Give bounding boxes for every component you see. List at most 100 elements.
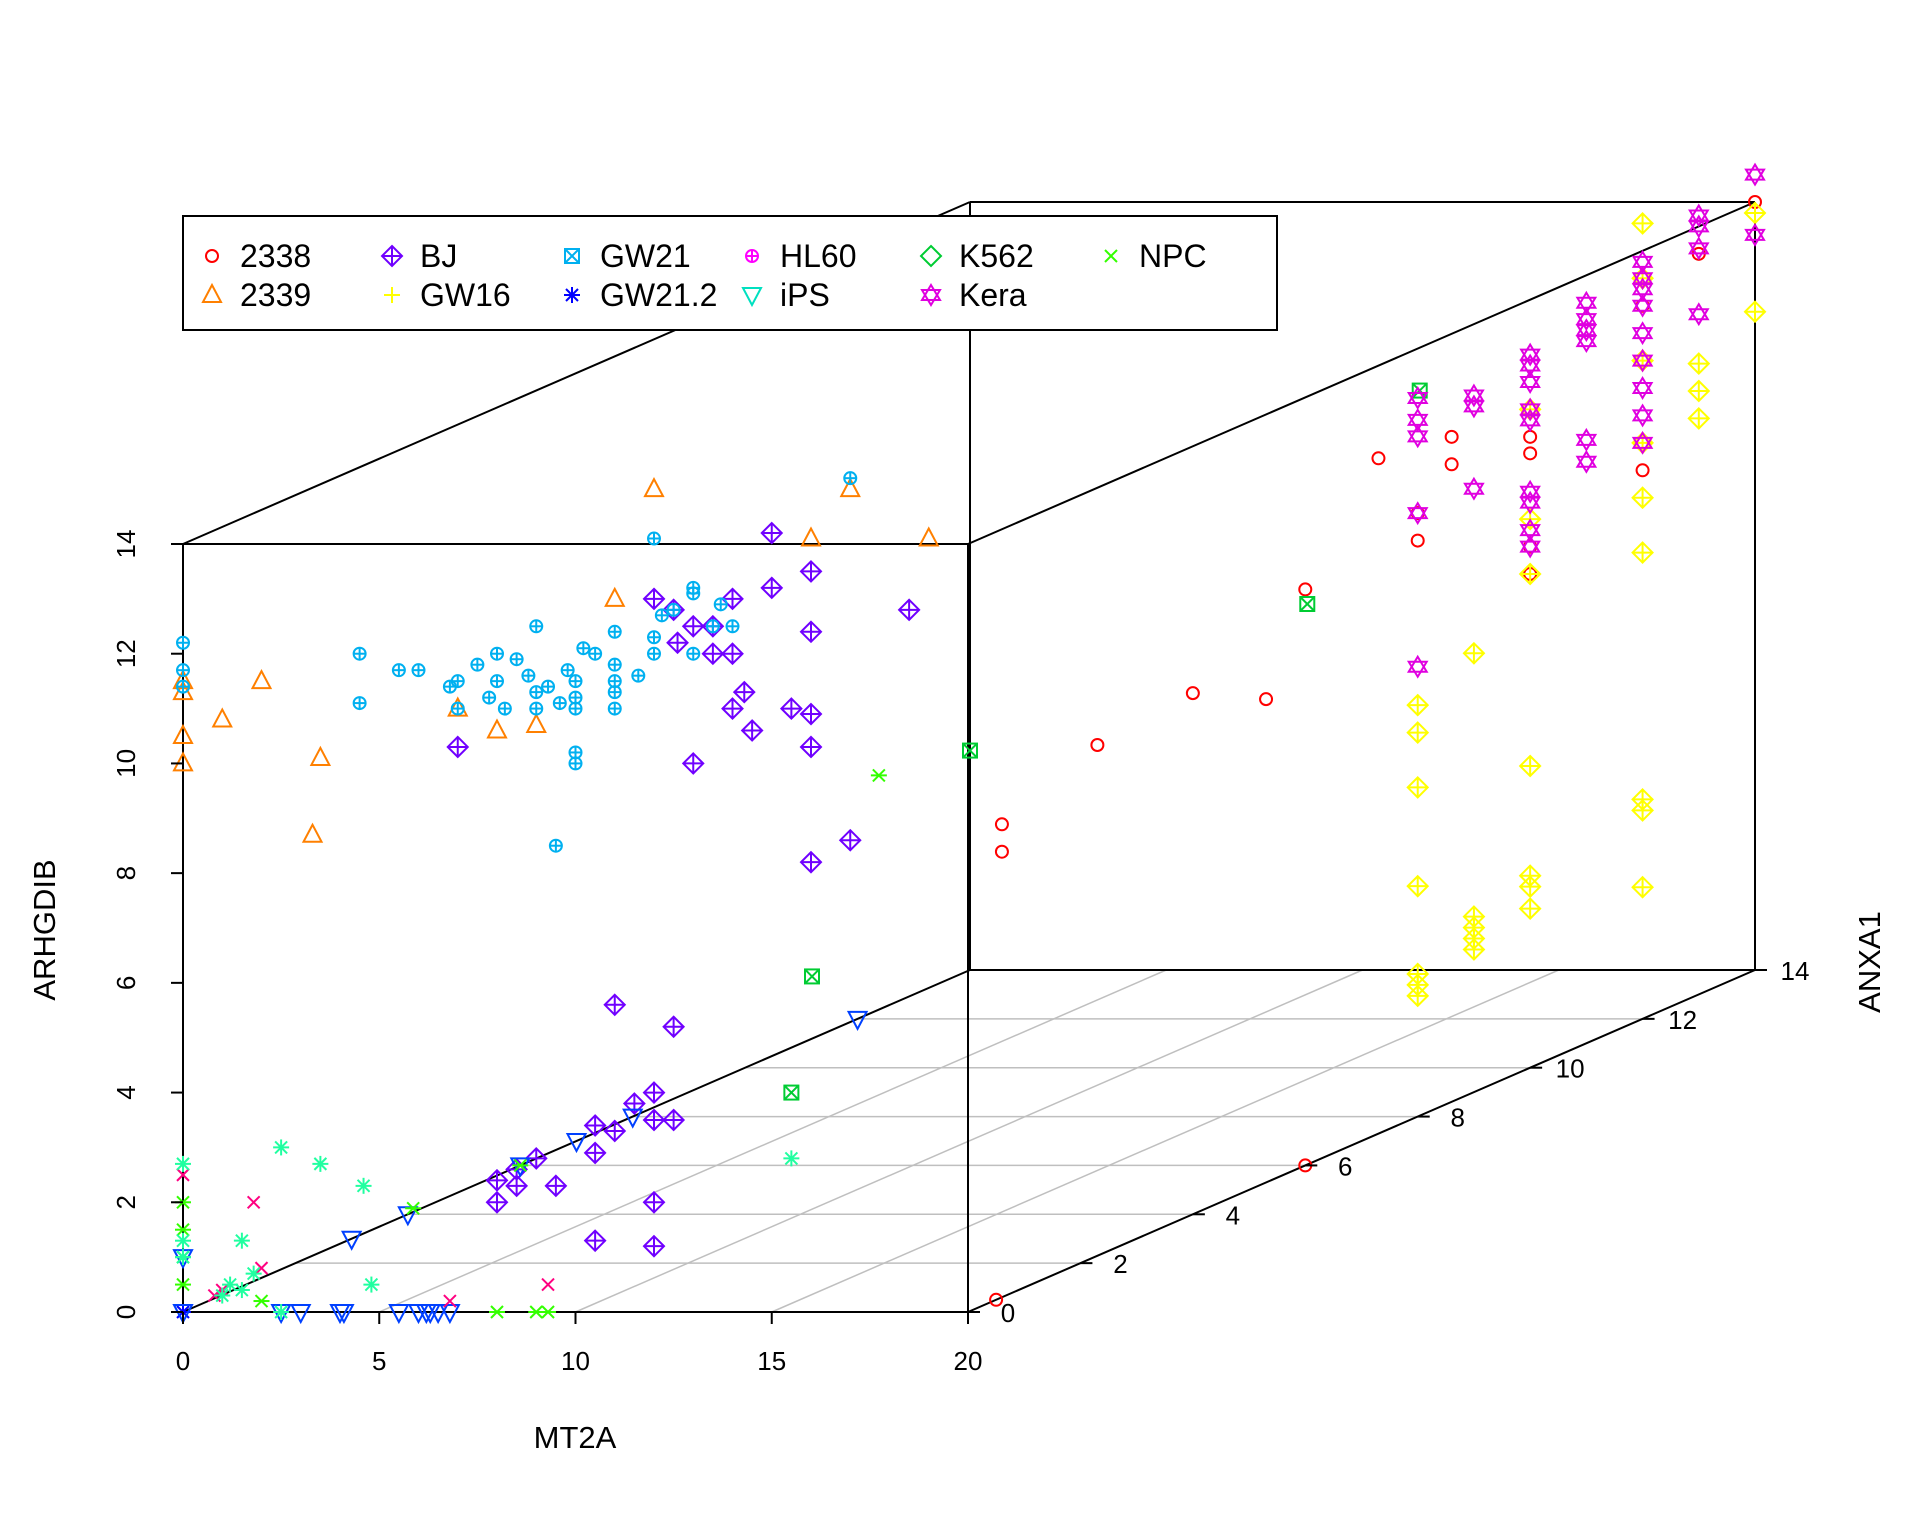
data-point-GW21 — [442, 679, 457, 694]
data-point-GW21 — [607, 657, 622, 672]
legend-marker-BJ — [380, 244, 404, 268]
x-tick-label: 10 — [561, 1346, 590, 1376]
data-point-GW16 — [1406, 984, 1430, 1008]
z-tick-label: 8 — [111, 866, 141, 880]
z-tick-label: 14 — [111, 530, 141, 559]
data-point-K562 — [1299, 596, 1316, 612]
data-point-iPS — [622, 1108, 644, 1129]
data-point-GW21 — [631, 668, 646, 683]
data-point-iPS — [565, 1133, 588, 1154]
data-point-2339 — [604, 586, 626, 607]
data-point-GW16 — [1631, 486, 1654, 510]
legend-marker-GW21 — [564, 248, 580, 264]
legend-box — [182, 215, 1278, 331]
data-point — [541, 1277, 555, 1292]
data-point-Kera — [1463, 476, 1485, 501]
data-point-BJ — [799, 702, 823, 726]
data-point-GW21 — [497, 701, 512, 716]
data-point-GW21 — [352, 646, 367, 661]
data-point-GW21 — [705, 619, 720, 634]
data-point-iPS — [172, 1304, 194, 1325]
data-point-2338 — [989, 1292, 1004, 1307]
data-point-GW16 — [1687, 352, 1711, 375]
data-point — [443, 1294, 457, 1308]
data-point-BJ — [838, 828, 862, 852]
data-point-BJ — [760, 521, 784, 545]
data-point-BJ — [760, 576, 784, 600]
data-point-GW16 — [1406, 776, 1430, 799]
data-point-GW21 — [647, 630, 661, 645]
legend-label-iPS: iPS — [780, 277, 830, 313]
data-point-BJ — [603, 993, 627, 1017]
data-point-GW21 — [176, 635, 190, 650]
data-point-BJ — [721, 697, 744, 720]
data-point-BJ — [583, 1114, 607, 1137]
x-tick-label: 15 — [757, 1346, 786, 1376]
data-point-Kera — [1744, 222, 1766, 247]
data-point-BJ — [732, 680, 756, 704]
data-point-2338 — [1185, 686, 1200, 701]
data-point-Kera — [1688, 214, 1710, 239]
data-point-NPC — [175, 1277, 191, 1292]
data-point-BJ — [681, 752, 705, 775]
data-point-NPC — [489, 1305, 505, 1319]
data-point-GW16 — [1518, 875, 1542, 899]
data-point-K562 — [804, 968, 820, 985]
box-edge — [182, 969, 971, 1313]
data-point-2338 — [1635, 463, 1650, 478]
data-point-GW21 — [568, 674, 583, 689]
y-tick-label: 12 — [1668, 1005, 1697, 1035]
data-point-Kera — [1519, 490, 1541, 515]
data-point-2339 — [525, 712, 547, 734]
data-point — [273, 1304, 290, 1320]
data-point-iPS — [340, 1230, 363, 1251]
data-point-K562 — [962, 742, 978, 759]
data-point-GW21 — [713, 597, 728, 612]
data-point-2338 — [1090, 738, 1105, 752]
data-point-Kera — [1519, 370, 1541, 394]
data-point-Kera — [1406, 385, 1429, 410]
legend-label-GW21.2: GW21.2 — [600, 277, 717, 313]
data-point-2339 — [211, 707, 233, 728]
data-point-GW21 — [576, 641, 591, 656]
data-point-GW16 — [1687, 379, 1711, 403]
data-point — [246, 1195, 261, 1209]
data-point — [273, 1139, 290, 1156]
data-point-GW21 — [541, 679, 556, 694]
data-point-K562 — [783, 1084, 800, 1101]
data-point-2339 — [643, 477, 665, 498]
x-tick-label: 0 — [176, 1346, 190, 1376]
x-axis-title: MT2A — [534, 1420, 617, 1455]
data-point-GW21 — [607, 624, 622, 639]
data-point-BJ — [721, 642, 744, 666]
grid-line-x — [378, 969, 1167, 1313]
data-point-2338 — [1444, 429, 1459, 444]
data-point-iPS — [419, 1304, 441, 1325]
data-point-Kera — [1631, 348, 1654, 373]
data-point-NPC — [870, 768, 887, 783]
legend-label-NPC: NPC — [1139, 238, 1207, 274]
data-point-GW16 — [1518, 754, 1542, 778]
data-point-BJ — [446, 735, 470, 759]
legend-label-K562: K562 — [959, 238, 1034, 274]
data-point-GW16 — [1518, 562, 1542, 586]
z-tick-label: 2 — [111, 1195, 141, 1209]
data-point-GW21 — [490, 646, 504, 661]
data-point — [176, 1168, 190, 1182]
data-point-GW21 — [647, 531, 661, 546]
legend: 2338 BJ GW21 HL60 K562 NPC 2339 GW16 GW21.2 iPS Ke… — [182, 215, 1278, 331]
z-axis-title: ARHGDIB — [27, 859, 62, 1000]
y-tick-label: 14 — [1781, 956, 1810, 986]
data-point-GW21 — [470, 657, 485, 672]
box-edge — [967, 969, 1756, 1313]
data-point-Kera — [1406, 424, 1429, 449]
data-point-Kera — [1575, 427, 1598, 452]
data-point-NPC — [512, 1158, 529, 1173]
data-point-NPC — [405, 1201, 422, 1215]
data-point — [355, 1177, 372, 1194]
data-point-2338 — [1523, 446, 1538, 461]
data-point-Kera — [1631, 430, 1654, 455]
legend-label-2339: 2339 — [240, 277, 311, 313]
data-point-GW21 — [529, 685, 544, 700]
data-point-GW16 — [1631, 875, 1654, 899]
